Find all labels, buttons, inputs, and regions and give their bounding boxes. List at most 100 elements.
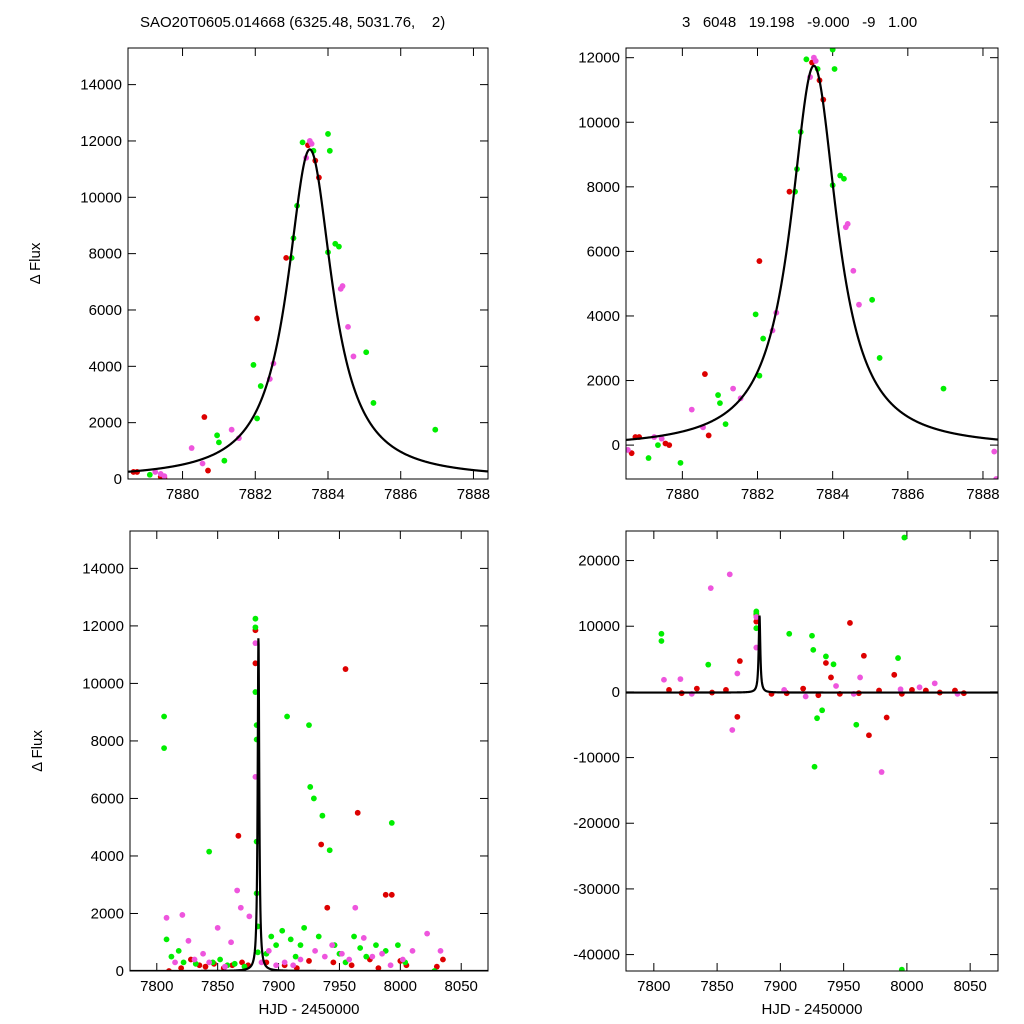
data-point-green: [898, 966, 905, 971]
data-point-green: [163, 936, 170, 943]
data-point-magenta: [753, 614, 760, 620]
y-tick-label: 2000: [587, 373, 620, 390]
data-point-green: [325, 131, 331, 137]
data-point-green: [394, 942, 401, 949]
data-point-green: [370, 400, 377, 406]
data-point-green: [655, 442, 661, 449]
x-tick-label: 7800: [637, 978, 670, 995]
data-point-green: [357, 945, 364, 951]
data-point-magenta: [200, 950, 206, 957]
x-tick-label: 7882: [741, 486, 774, 503]
y-tick-label: 0: [612, 437, 620, 454]
data-point-green: [161, 745, 167, 752]
data-point-magenta: [152, 469, 159, 475]
data-point-red: [283, 254, 290, 261]
data-point-red: [734, 713, 741, 720]
data-point-red: [666, 687, 672, 693]
model-curve: [128, 148, 488, 473]
data-point-red: [318, 841, 325, 848]
y-tick-label: -30000: [573, 881, 620, 898]
data-point-green: [876, 355, 883, 361]
data-point-red: [178, 965, 185, 971]
data-point-green: [310, 795, 317, 802]
data-point-green: [273, 942, 280, 949]
data-point-magenta: [350, 353, 357, 360]
y-tick-label: 4000: [89, 358, 122, 375]
data-point-green: [254, 949, 261, 956]
data-point-magenta: [179, 912, 186, 918]
data-point-magenta: [677, 676, 684, 682]
data-point-green: [803, 56, 810, 63]
y-tick-label: 6000: [89, 302, 122, 319]
data-point-magenta: [206, 959, 213, 966]
x-tick-label: 8050: [953, 978, 986, 995]
data-point-green: [301, 924, 308, 931]
data-point-magenta: [214, 924, 221, 931]
data-point-magenta: [312, 947, 318, 954]
data-points: [161, 615, 446, 971]
data-point-green: [284, 713, 290, 720]
data-point-red: [702, 371, 708, 377]
data-point-green: [901, 534, 908, 541]
x-tick-label: 7886: [891, 486, 924, 503]
x-tick-label: 8000: [890, 978, 923, 995]
data-point-red: [205, 467, 211, 474]
data-point-green: [715, 392, 721, 398]
data-point-green: [180, 959, 187, 966]
data-point-red: [891, 671, 898, 678]
x-tick-label: 7886: [384, 486, 417, 503]
data-point-green: [175, 947, 182, 954]
data-point-red: [866, 732, 872, 739]
data-point-magenta: [661, 676, 667, 683]
data-point-green: [752, 311, 759, 318]
data-point-green: [895, 655, 901, 661]
data-point-green: [819, 707, 826, 714]
x-tick-label: 7884: [311, 486, 344, 503]
y-tick-label: 4000: [91, 848, 124, 865]
data-point-magenta: [437, 947, 444, 954]
data-point-magenta: [857, 674, 863, 681]
data-point-magenta: [237, 904, 244, 911]
y-tick-label: 6000: [587, 243, 620, 260]
data-point-green: [319, 812, 326, 819]
data-points: [658, 534, 967, 971]
data-point-red: [330, 959, 337, 966]
data-point-green: [756, 372, 763, 379]
y-tick-label: -20000: [573, 815, 620, 832]
data-point-green: [645, 455, 652, 461]
x-tick-label: 7884: [816, 486, 849, 503]
data-point-magenta: [916, 684, 923, 691]
data-point-green: [252, 624, 259, 631]
data-point-red: [324, 904, 331, 911]
data-point-green: [814, 715, 820, 722]
y-tick-label: 8000: [587, 179, 620, 196]
data-point-red: [736, 658, 743, 664]
data-point-green: [811, 763, 818, 770]
panel-bottom-right: 7800 7850 7900 7950 8000 8050 -40000 -30000 -200…: [573, 530, 999, 1018]
data-point-magenta: [321, 953, 328, 960]
data-point-red: [254, 315, 260, 322]
data-point-green: [221, 457, 228, 464]
y-tick-label: 0: [612, 684, 620, 701]
data-point-magenta: [352, 904, 359, 911]
data-point-magenta: [161, 473, 168, 479]
data-point-magenta: [329, 942, 336, 949]
data-point-green: [252, 615, 259, 622]
x-tick-label: 7900: [262, 978, 295, 995]
data-point-magenta: [369, 953, 376, 960]
panel-bottom-left: 7800 7850 7900 7950 8000 8050 0 2000 4000 6000 800…: [29, 530, 489, 1018]
data-point-red: [666, 442, 673, 449]
data-point-green: [279, 927, 286, 934]
plot-frame: [127, 47, 489, 480]
x-tick-label: 7900: [764, 978, 797, 995]
data-point-green: [363, 953, 370, 960]
data-point-green: [252, 689, 259, 695]
y-tick-label: 14000: [80, 77, 122, 94]
x-tick-label: 7950: [827, 978, 860, 995]
data-point-green: [146, 471, 153, 478]
panel-top-left: 7880 7882 7884 7886 7888 0 2000 4000 6000 8000 100…: [27, 47, 490, 503]
model-curve: [130, 638, 488, 971]
data-point-magenta: [856, 301, 862, 308]
data-point-green: [214, 432, 220, 439]
y-tick-label: 8000: [91, 733, 124, 750]
